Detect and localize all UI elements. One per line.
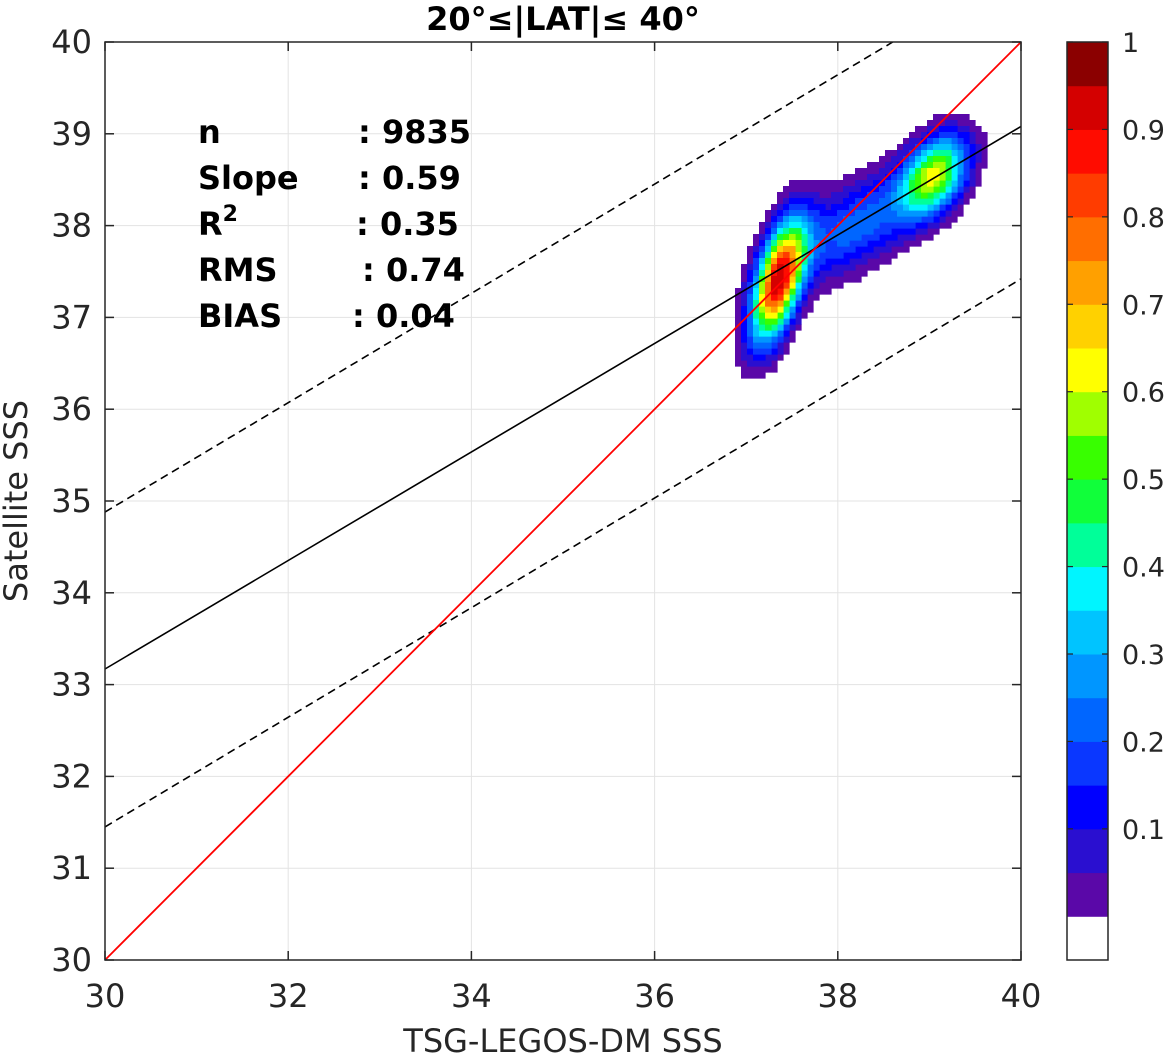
colorbar-swatch <box>1067 566 1108 611</box>
reference-lines <box>105 42 1021 960</box>
colorbar-swatch <box>1067 391 1108 436</box>
y-tick-label: 39 <box>51 115 92 153</box>
colorbar-swatch <box>1067 304 1108 349</box>
stat-value: : 0.35 <box>356 205 459 243</box>
stat-label: RMS <box>198 251 278 289</box>
colorbar-swatch <box>1067 697 1108 742</box>
y-tick-label: 38 <box>51 207 92 245</box>
y-tick-label: 32 <box>51 757 92 795</box>
lower-bound-line <box>105 278 1021 828</box>
colorbar-frame <box>1066 41 1109 961</box>
colorbar-swatch <box>1067 129 1108 174</box>
colorbar-swatch <box>1067 435 1108 480</box>
colorbar-swatch <box>1067 42 1108 87</box>
stat-value: : 9835 <box>358 113 471 151</box>
colorbar-swatch <box>1067 785 1108 830</box>
colorbar-tick-label: 0.7 <box>1122 290 1165 321</box>
upper-bound-line <box>105 42 894 513</box>
x-tick-label: 38 <box>817 977 858 1015</box>
colorbar-swatch <box>1067 348 1108 393</box>
colorbar-swatch <box>1067 916 1108 961</box>
colorbar-tick-label: 0.2 <box>1122 727 1165 758</box>
density-band-0.8 <box>765 252 796 307</box>
stat-label: n <box>198 113 221 151</box>
colorbar-swatch <box>1067 654 1108 699</box>
x-tick-label: 30 <box>85 977 126 1015</box>
colorbar-swatch <box>1067 828 1108 874</box>
density-band-0.9 <box>771 258 790 301</box>
density-band-0.85 <box>771 252 790 301</box>
colorbar-swatch <box>1067 522 1108 568</box>
density-band-0.6 <box>759 162 946 313</box>
y-tick-label: 40 <box>51 23 92 61</box>
colorbar-swatch <box>1067 173 1108 218</box>
y-tick-label: 36 <box>51 390 92 428</box>
y-axis-label: Satellite SSS <box>0 400 35 602</box>
x-tick-label: 36 <box>634 977 675 1015</box>
colorbar-tick-label: 0.9 <box>1122 115 1165 146</box>
density-band-0.2 <box>747 132 970 355</box>
density-band-0.75 <box>765 246 796 313</box>
x-tick-label: 34 <box>451 977 492 1015</box>
identity-line <box>105 42 1021 960</box>
y-tick-label: 33 <box>51 666 92 704</box>
y-tick-label: 37 <box>51 298 92 336</box>
stat-value: : 0.59 <box>358 159 461 197</box>
colorbar-tick-label: 0.8 <box>1122 203 1165 234</box>
colorbar-swatch <box>1067 85 1108 130</box>
colorbar-tick-label: 0.5 <box>1122 465 1165 496</box>
density-band-0.05 <box>735 114 988 379</box>
colorbar-swatch <box>1067 260 1108 305</box>
colorbar-tick-label: 0.6 <box>1122 378 1165 409</box>
y-tick-label: 30 <box>51 941 92 979</box>
y-tick-label: 35 <box>51 482 92 520</box>
regression-line <box>105 125 1021 670</box>
density-band-0.4 <box>753 150 958 337</box>
axis-ticks: 30 32 34 36 38 40 30 31 32 33 34 35 36 37 38 39 40 <box>51 23 1041 1015</box>
grid <box>104 41 1022 961</box>
y-tick-label: 34 <box>51 574 92 612</box>
y-tick-label: 31 <box>51 849 92 887</box>
stat-value: : 0.04 <box>352 297 455 335</box>
stat-label: BIAS <box>198 297 282 335</box>
colorbar-swatch <box>1067 479 1108 524</box>
colorbar: 0.1 0.2 0.3 0.4 0.5 0.6 0.7 0.8 0.9 1 <box>1066 28 1165 961</box>
x-tick-label: 32 <box>268 977 309 1015</box>
colorbar-tick-label: 0.3 <box>1122 640 1165 671</box>
density-contours <box>735 114 988 379</box>
colorbar-swatch <box>1067 610 1108 655</box>
x-axis-label: TSG-LEGOS-DM SSS <box>402 1022 722 1055</box>
colorbar-swatch <box>1067 741 1108 786</box>
colorbar-tick-label: 0.1 <box>1122 815 1165 846</box>
colorbar-tick-label: 0.4 <box>1122 553 1165 584</box>
stat-label: Slope <box>198 159 299 197</box>
colorbar-swatch <box>1067 872 1108 917</box>
density-band-0.95 <box>771 264 784 295</box>
colorbar-swatch <box>1067 216 1108 262</box>
x-tick-label: 40 <box>1001 977 1042 1015</box>
colorbar-tick-label: 1 <box>1122 28 1139 59</box>
chart-title: 20°≤|LAT|≤ 40° <box>426 0 700 39</box>
stat-value: : 0.74 <box>362 251 465 289</box>
density-band-0.65 <box>759 168 940 319</box>
